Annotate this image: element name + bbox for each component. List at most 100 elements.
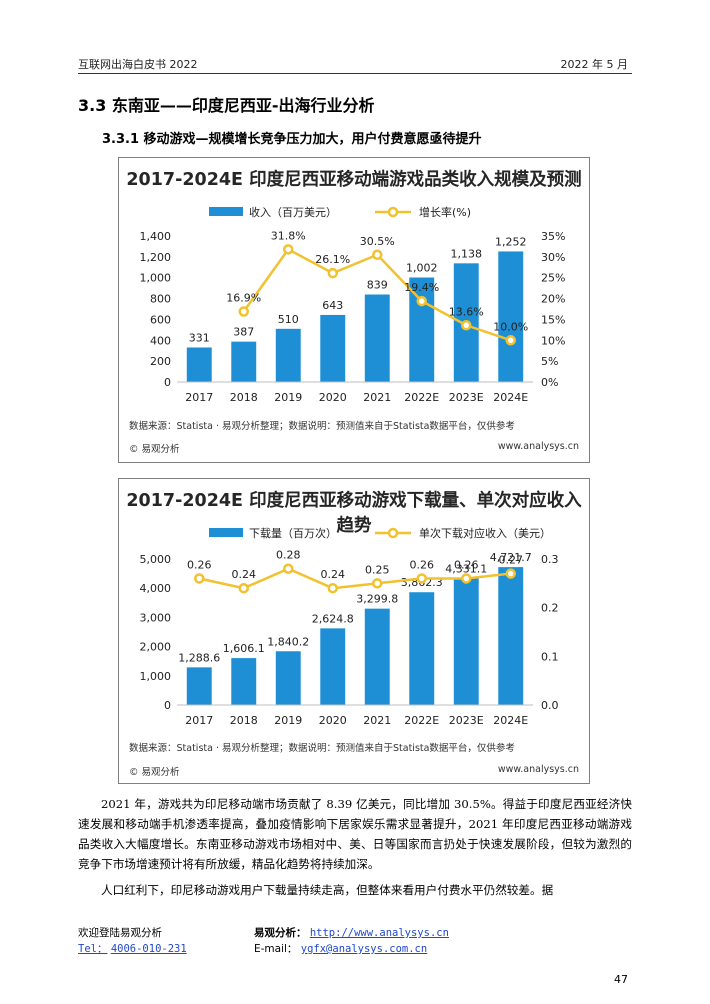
- header-date: 2022 年 5 月: [560, 58, 628, 71]
- downloads-chart: 2017-2024E 印度尼西亚移动游戏下载量、单次对应收入趋势 下载量（百万次…: [118, 478, 590, 784]
- tel-label: Tel：: [78, 943, 108, 955]
- x-tick-label: 2020: [319, 391, 347, 404]
- line-point: [238, 306, 249, 317]
- line-point: [372, 249, 383, 261]
- line-point: [505, 335, 516, 346]
- legend-line-label: 增长率(%): [419, 205, 471, 219]
- legend-bar-swatch: [209, 207, 243, 216]
- body-text: 2021 年，游戏共为印尼移动端市场贡献了 8.39 亿美元，同比增加 30.5…: [78, 794, 632, 900]
- y-right-tick-label: 35%: [541, 230, 565, 243]
- line-point: [505, 568, 516, 579]
- bar: [364, 608, 390, 705]
- bar-data-label: 4,331.1: [445, 563, 487, 576]
- line-data-label: 13.6%: [449, 305, 484, 318]
- bar-data-label: 387: [233, 326, 254, 339]
- y-right-tick-label: 0.2: [541, 602, 559, 615]
- line-point: [327, 267, 338, 279]
- downloads-chart-plot: 下载量（百万次） 单次下载对应收入（美元） 0 1,000 2,000 3,000 4,00…: [140, 526, 559, 727]
- line-point: [238, 582, 249, 594]
- bar-data-label: 1,840.2: [267, 635, 309, 648]
- line-data-label: 19.4%: [404, 281, 439, 294]
- line-data-label: 0.24: [321, 568, 346, 581]
- bar: [186, 667, 212, 705]
- x-tick-label: 2023E: [449, 391, 484, 404]
- bar-data-label: 1,252: [495, 235, 527, 248]
- paragraph: 人口红利下，印尼移动游戏用户下载量持续走高，但整体来看用户付费水平仍然较差。据: [101, 883, 554, 897]
- line-point: [283, 563, 294, 574]
- line-data-label: 31.8%: [271, 229, 306, 242]
- footer-contact: 欢迎登陆易观分析 Tel： 4006-010-231: [78, 925, 187, 957]
- x-tick-label: 2024E: [493, 391, 528, 404]
- section-title: 3.3 东南亚——印度尼西亚-出海行业分析: [78, 96, 375, 115]
- x-tick-label: 2019: [274, 714, 302, 727]
- y-right-tick-label: 10%: [541, 334, 565, 347]
- y-left-tick-label: 2,000: [140, 641, 172, 654]
- y-right-tick-label: 15%: [541, 313, 565, 326]
- bar: [275, 328, 301, 382]
- y-right-tick-label: 30%: [541, 251, 565, 264]
- bar-data-label: 510: [278, 313, 299, 326]
- y-left-tick-label: 400: [150, 334, 171, 347]
- y-left-tick-label: 1,000: [140, 670, 172, 683]
- line-point: [283, 244, 294, 255]
- bar-data-label: 643: [322, 299, 343, 312]
- page-number: 47: [614, 973, 628, 986]
- bar: [320, 314, 346, 382]
- x-tick-label: 2018: [230, 391, 258, 404]
- y-left-tick-label: 200: [150, 355, 171, 368]
- x-tick-label: 2023E: [449, 714, 484, 727]
- site-link[interactable]: http://www.analysys.cn: [309, 927, 449, 939]
- line-data-label: 0.27: [499, 554, 524, 567]
- header-title: 互联网出海白皮书 2022: [78, 58, 198, 71]
- x-tick-label: 2022E: [404, 714, 439, 727]
- line-point: [372, 578, 383, 589]
- bar: [409, 592, 435, 705]
- line-data-label: 16.9%: [226, 292, 261, 305]
- legend-bar-label: 收入（百万美元）: [249, 205, 337, 219]
- y-left-tick-label: 3,000: [140, 611, 172, 624]
- chart-site: www.analysys.cn: [497, 441, 579, 452]
- paragraph: 2021 年，游戏共为印尼移动端市场贡献了 8.39 亿美元，同比增加 30.5…: [78, 797, 632, 871]
- chart-note: 数据来源：Statista · 易观分析整理；数据说明：预测值来自于Statis…: [129, 421, 515, 432]
- x-tick-label: 2019: [274, 391, 302, 404]
- line-data-label: 0.25: [365, 563, 390, 576]
- x-tick-label: 2018: [230, 714, 258, 727]
- y-right-tick-label: 20%: [541, 293, 565, 306]
- line-data-label: 10.0%: [493, 320, 528, 333]
- footer-welcome: 欢迎登陆易观分析: [78, 927, 162, 939]
- email-link[interactable]: ygfx@analysys.com.cn: [300, 943, 428, 955]
- email-label: E-mail：: [254, 943, 298, 955]
- y-left-tick-label: 0: [164, 376, 171, 389]
- bar-data-label: 3,299.8: [356, 593, 398, 606]
- line-point: [416, 295, 427, 307]
- legend-bar-swatch: [209, 528, 243, 537]
- line-data-label: 0.26: [454, 558, 479, 571]
- bar-data-label: 4,721.7: [490, 551, 532, 564]
- line-data-label: 26.1%: [315, 253, 350, 266]
- line-data-label: 0.24: [232, 568, 257, 581]
- chart-title: 2017-2024E 印度尼西亚移动端游戏品类收入规模及预测: [126, 170, 582, 190]
- bar-data-label: 331: [189, 331, 210, 344]
- x-tick-label: 2021: [363, 714, 391, 727]
- site-label: 易观分析：: [254, 927, 307, 939]
- y-left-tick-label: 600: [150, 313, 171, 326]
- x-tick-label: 2024E: [493, 714, 528, 727]
- series-line: [198, 567, 511, 590]
- bar-data-label: 2,624.8: [312, 612, 354, 625]
- x-tick-label: 2021: [363, 391, 391, 404]
- line-data-label: 0.26: [187, 558, 212, 571]
- bar: [186, 347, 212, 382]
- x-tick-label: 2020: [319, 714, 347, 727]
- y-right-tick-label: 0.0: [541, 699, 559, 712]
- chart-site: www.analysys.cn: [497, 764, 579, 775]
- line-data-label: 0.28: [276, 549, 301, 562]
- x-tick-label: 2022E: [404, 391, 439, 404]
- legend-line-marker: [387, 527, 399, 539]
- y-left-tick-label: 1,400: [140, 230, 172, 243]
- subsection-title: 3.3.1 移动游戏—规模增长竞争压力加大，用户付费意愿亟待提升: [102, 132, 482, 147]
- y-right-tick-label: 0.3: [541, 553, 559, 566]
- tel-link[interactable]: 4006-010-231: [110, 943, 187, 955]
- bar-data-label: 839: [367, 279, 388, 292]
- y-left-tick-label: 0: [164, 699, 171, 712]
- bar: [320, 628, 346, 705]
